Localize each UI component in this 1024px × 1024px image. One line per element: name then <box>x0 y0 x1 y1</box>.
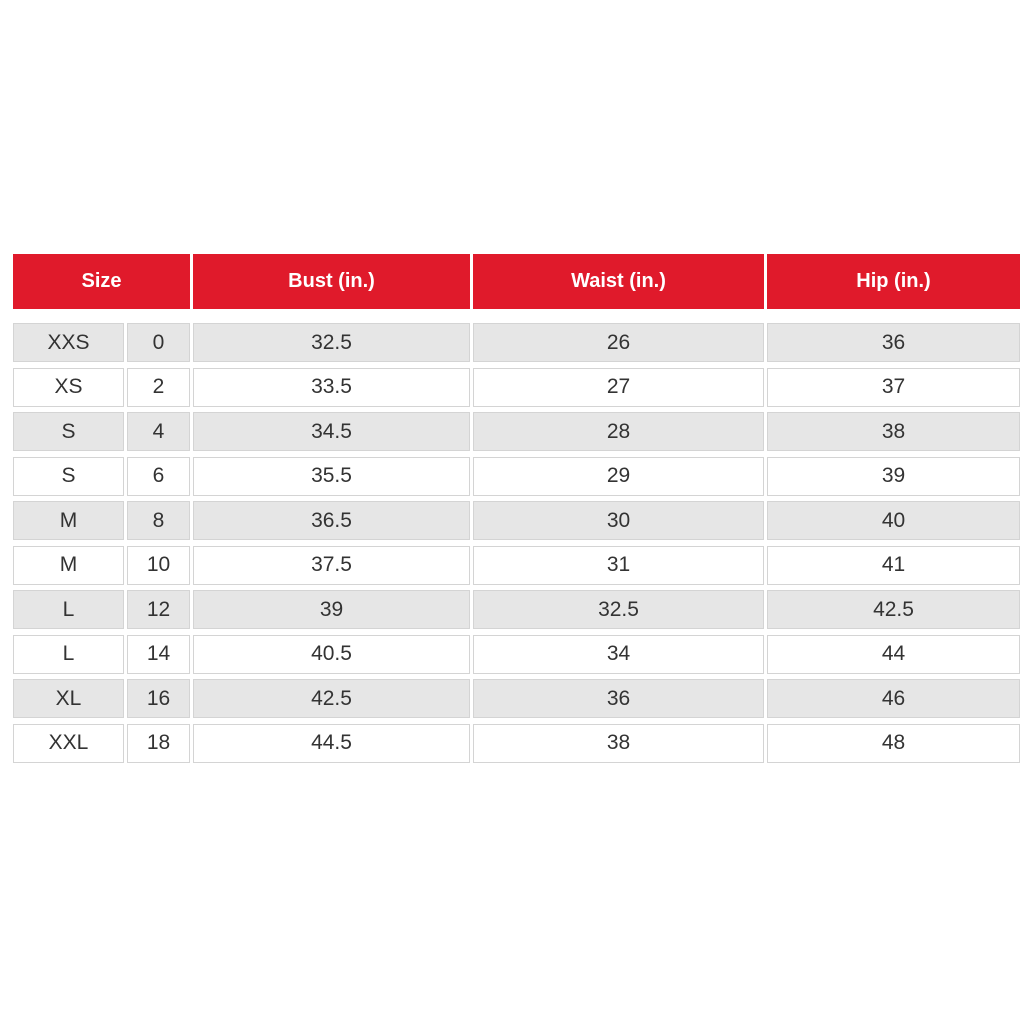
cell-bust: 40.5 <box>193 634 470 674</box>
cell-size-number: 12 <box>127 590 190 629</box>
cell-waist: 34 <box>473 634 764 674</box>
cell-size-letter: M <box>13 545 124 585</box>
cell-waist: 38 <box>473 723 764 763</box>
cell-waist: 26 <box>473 323 764 362</box>
cell-bust: 33.5 <box>193 367 470 407</box>
cell-bust: 32.5 <box>193 323 470 362</box>
cell-waist: 32.5 <box>473 590 764 629</box>
cell-hip: 46 <box>767 679 1020 718</box>
cell-size-number: 18 <box>127 723 190 763</box>
cell-size-letter: XXL <box>13 723 124 763</box>
cell-bust: 37.5 <box>193 545 470 585</box>
cell-size-letter: L <box>13 634 124 674</box>
cell-size-letter: XL <box>13 679 124 718</box>
cell-waist: 30 <box>473 501 764 540</box>
cell-waist: 27 <box>473 367 764 407</box>
cell-size-letter: XXS <box>13 323 124 362</box>
cell-hip: 37 <box>767 367 1020 407</box>
header-hip: Hip (in.) <box>767 254 1020 309</box>
cell-size-number: 8 <box>127 501 190 540</box>
cell-size-letter: M <box>13 501 124 540</box>
cell-size-letter: S <box>13 456 124 496</box>
cell-hip: 41 <box>767 545 1020 585</box>
header-size: Size <box>13 254 190 309</box>
cell-waist: 28 <box>473 412 764 451</box>
cell-size-letter: S <box>13 412 124 451</box>
cell-bust: 34.5 <box>193 412 470 451</box>
cell-bust: 35.5 <box>193 456 470 496</box>
cell-bust: 44.5 <box>193 723 470 763</box>
cell-bust: 42.5 <box>193 679 470 718</box>
cell-bust: 39 <box>193 590 470 629</box>
cell-hip: 36 <box>767 323 1020 362</box>
cell-waist: 36 <box>473 679 764 718</box>
cell-size-number: 4 <box>127 412 190 451</box>
cell-bust: 36.5 <box>193 501 470 540</box>
cell-waist: 29 <box>473 456 764 496</box>
header-waist: Waist (in.) <box>473 254 764 309</box>
cell-size-number: 14 <box>127 634 190 674</box>
cell-hip: 42.5 <box>767 590 1020 629</box>
cell-size-letter: XS <box>13 367 124 407</box>
cell-hip: 44 <box>767 634 1020 674</box>
cell-size-number: 6 <box>127 456 190 496</box>
cell-hip: 39 <box>767 456 1020 496</box>
cell-hip: 38 <box>767 412 1020 451</box>
cell-size-number: 16 <box>127 679 190 718</box>
cell-size-letter: L <box>13 590 124 629</box>
cell-hip: 48 <box>767 723 1020 763</box>
cell-waist: 31 <box>473 545 764 585</box>
cell-size-number: 2 <box>127 367 190 407</box>
cell-size-number: 0 <box>127 323 190 362</box>
cell-hip: 40 <box>767 501 1020 540</box>
header-bust: Bust (in.) <box>193 254 470 309</box>
cell-size-number: 10 <box>127 545 190 585</box>
